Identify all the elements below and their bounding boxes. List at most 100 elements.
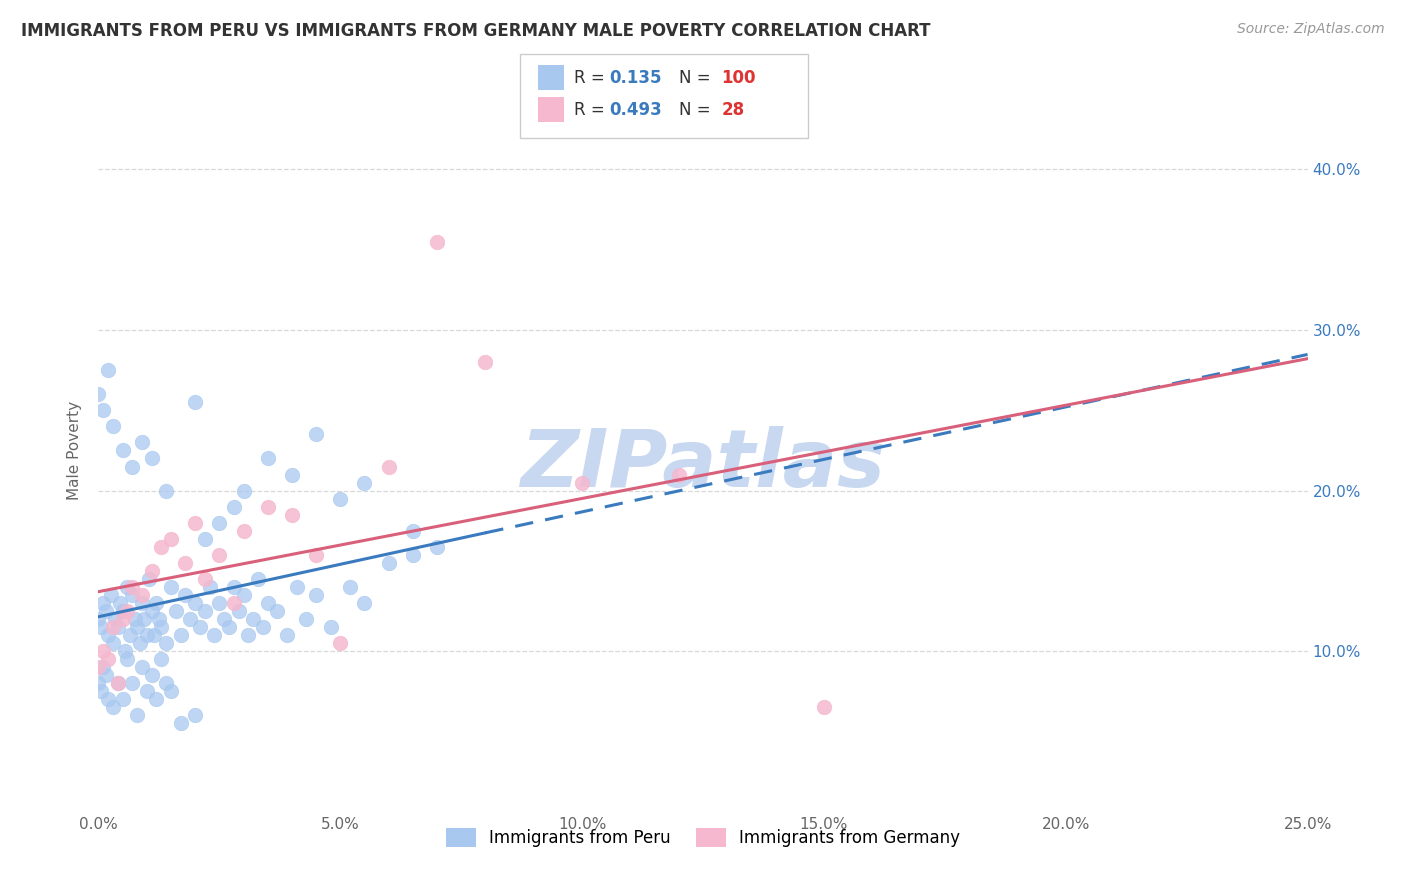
Point bbox=[131, 596, 153, 610]
Point bbox=[104, 612, 127, 626]
Point bbox=[141, 451, 163, 466]
Point bbox=[174, 588, 197, 602]
Point bbox=[208, 596, 231, 610]
Point bbox=[174, 556, 197, 570]
Point bbox=[108, 596, 131, 610]
Point bbox=[247, 572, 270, 586]
Point bbox=[194, 572, 217, 586]
Point bbox=[155, 636, 177, 650]
Point bbox=[194, 532, 217, 546]
Point bbox=[138, 572, 160, 586]
Text: N =: N = bbox=[679, 69, 716, 87]
Point bbox=[91, 660, 114, 674]
Point bbox=[232, 483, 254, 498]
Point bbox=[242, 612, 264, 626]
Point bbox=[150, 620, 173, 634]
Point bbox=[150, 540, 173, 554]
Point bbox=[111, 612, 134, 626]
Point bbox=[319, 620, 342, 634]
Point bbox=[165, 604, 187, 618]
Point bbox=[91, 403, 114, 417]
Legend: Immigrants from Peru, Immigrants from Germany: Immigrants from Peru, Immigrants from Ge… bbox=[439, 822, 967, 854]
Point bbox=[160, 684, 183, 698]
Point bbox=[111, 604, 134, 618]
Point bbox=[118, 628, 141, 642]
Point bbox=[121, 588, 143, 602]
Point bbox=[281, 467, 304, 482]
Point bbox=[90, 620, 112, 634]
Point bbox=[256, 451, 278, 466]
Point bbox=[377, 459, 399, 474]
Point bbox=[222, 580, 245, 594]
Point bbox=[90, 684, 112, 698]
Point bbox=[124, 612, 146, 626]
Point bbox=[402, 548, 425, 562]
Point bbox=[135, 684, 157, 698]
Point bbox=[813, 700, 835, 714]
Point bbox=[377, 556, 399, 570]
Point bbox=[169, 716, 191, 731]
Point bbox=[188, 620, 211, 634]
Point bbox=[266, 604, 288, 618]
Point bbox=[114, 644, 136, 658]
Point bbox=[143, 628, 166, 642]
Point bbox=[285, 580, 308, 594]
Point bbox=[228, 604, 250, 618]
Point bbox=[101, 620, 124, 634]
Point bbox=[184, 708, 207, 723]
Text: 0.493: 0.493 bbox=[609, 101, 662, 119]
Point bbox=[141, 604, 163, 618]
Text: IMMIGRANTS FROM PERU VS IMMIGRANTS FROM GERMANY MALE POVERTY CORRELATION CHART: IMMIGRANTS FROM PERU VS IMMIGRANTS FROM … bbox=[21, 22, 931, 40]
Text: R =: R = bbox=[574, 101, 610, 119]
Point bbox=[145, 692, 167, 706]
Text: R =: R = bbox=[574, 69, 610, 87]
Point bbox=[155, 676, 177, 690]
Point bbox=[141, 668, 163, 682]
Point bbox=[179, 612, 201, 626]
Point bbox=[87, 660, 110, 674]
Point bbox=[160, 532, 183, 546]
Point bbox=[252, 620, 274, 634]
Point bbox=[218, 620, 240, 634]
Point bbox=[238, 628, 260, 642]
Point bbox=[208, 516, 231, 530]
Point bbox=[184, 516, 207, 530]
Point bbox=[121, 580, 143, 594]
Point bbox=[256, 500, 278, 514]
Point bbox=[97, 363, 120, 377]
Point bbox=[87, 676, 110, 690]
Point bbox=[353, 596, 375, 610]
Point bbox=[128, 636, 150, 650]
Point bbox=[101, 700, 124, 714]
Point bbox=[111, 443, 134, 458]
Point bbox=[256, 596, 278, 610]
Point bbox=[232, 524, 254, 538]
Point bbox=[107, 676, 129, 690]
Point bbox=[276, 628, 298, 642]
Point bbox=[94, 668, 117, 682]
Point bbox=[222, 596, 245, 610]
Point bbox=[127, 620, 149, 634]
Point bbox=[97, 692, 120, 706]
Point bbox=[117, 580, 139, 594]
Point bbox=[339, 580, 361, 594]
Text: 0.135: 0.135 bbox=[609, 69, 661, 87]
Point bbox=[208, 548, 231, 562]
Point bbox=[184, 395, 207, 409]
Point bbox=[194, 604, 217, 618]
Point bbox=[91, 596, 114, 610]
Point bbox=[121, 676, 143, 690]
Point bbox=[402, 524, 425, 538]
Point bbox=[87, 387, 110, 401]
Text: ZIPatlas: ZIPatlas bbox=[520, 425, 886, 504]
Point bbox=[305, 548, 328, 562]
Point bbox=[353, 475, 375, 490]
Point bbox=[107, 620, 129, 634]
Point bbox=[281, 508, 304, 522]
Point bbox=[131, 588, 153, 602]
Point bbox=[426, 540, 449, 554]
Point bbox=[121, 459, 143, 474]
Point bbox=[184, 596, 207, 610]
Point bbox=[148, 612, 170, 626]
Point bbox=[145, 596, 167, 610]
